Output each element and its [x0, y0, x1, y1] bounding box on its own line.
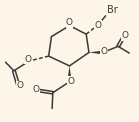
- Polygon shape: [89, 51, 103, 54]
- Text: O: O: [121, 31, 128, 40]
- Text: Br: Br: [107, 5, 117, 15]
- Text: O: O: [24, 55, 31, 64]
- Text: O: O: [95, 20, 101, 30]
- Text: O: O: [32, 85, 39, 94]
- Text: O: O: [68, 77, 75, 86]
- Text: O: O: [66, 18, 73, 27]
- Polygon shape: [67, 66, 72, 82]
- Text: O: O: [16, 81, 23, 90]
- Text: O: O: [101, 47, 108, 56]
